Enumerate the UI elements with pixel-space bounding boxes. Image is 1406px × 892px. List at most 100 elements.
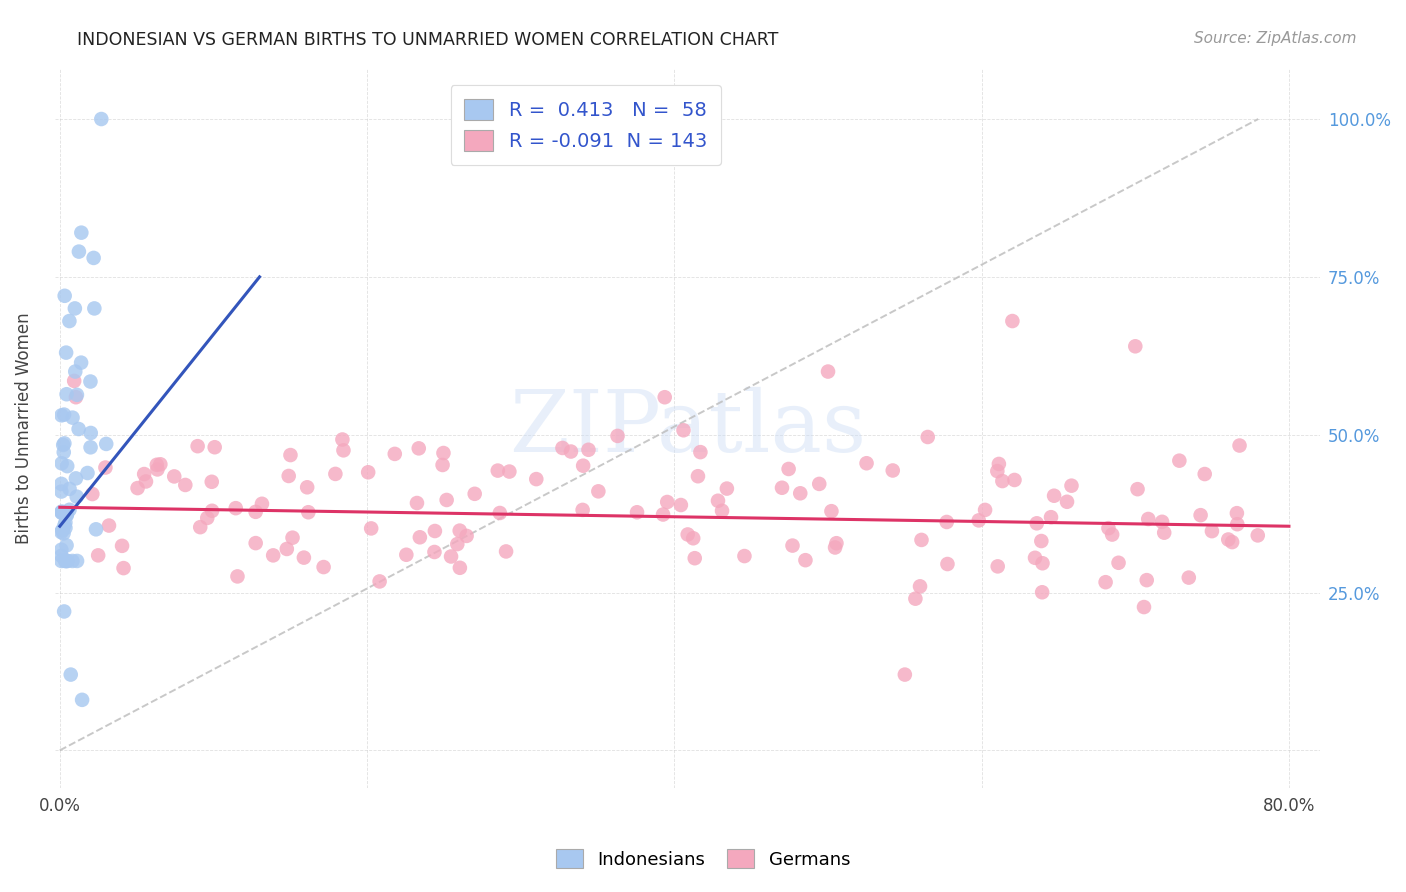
Point: [1189, 508, 1212, 523]
Point: [1001, 314, 1024, 328]
Text: ZIPatlas: ZIPatlas: [509, 387, 866, 470]
Point: [55, 538, 77, 552]
Point: [1194, 467, 1216, 481]
Point: [1168, 453, 1191, 467]
Point: [292, 550, 315, 565]
Point: [409, 530, 432, 544]
Point: [1133, 600, 1156, 615]
Point: [689, 445, 711, 459]
Point: [808, 476, 831, 491]
Point: [495, 544, 517, 558]
Point: [55, 521, 77, 535]
Point: [1056, 495, 1078, 509]
Point: [606, 429, 628, 443]
Point: [51, 549, 73, 563]
Point: [683, 551, 706, 566]
Point: [770, 481, 793, 495]
Point: [201, 475, 224, 489]
Point: [894, 667, 917, 681]
Point: [1025, 516, 1047, 531]
Point: [84, 522, 107, 536]
Point: [79, 375, 101, 389]
Point: [204, 440, 226, 454]
Point: [446, 537, 468, 551]
Point: [163, 469, 186, 483]
Point: [58, 314, 80, 328]
Point: [51, 524, 73, 538]
Point: [55, 387, 77, 401]
Point: [51, 554, 73, 568]
Point: [1004, 473, 1026, 487]
Point: [58, 502, 80, 516]
Point: [146, 458, 169, 472]
Point: [58, 482, 80, 496]
Point: [357, 465, 380, 479]
Point: [1153, 525, 1175, 540]
Point: [53, 554, 76, 568]
Point: [449, 561, 471, 575]
Legend: R =  0.413   N =  58, R = -0.091  N = 143: R = 0.413 N = 58, R = -0.091 N = 143: [450, 86, 721, 165]
Point: [1226, 506, 1249, 520]
Point: [588, 484, 610, 499]
Point: [1178, 571, 1201, 585]
Point: [551, 441, 574, 455]
Point: [682, 531, 704, 545]
Point: [572, 458, 595, 473]
Point: [56, 554, 79, 568]
Text: INDONESIAN VS GERMAN BIRTHS TO UNMARRIED WOMEN CORRELATION CHART: INDONESIAN VS GERMAN BIRTHS TO UNMARRIED…: [77, 31, 779, 49]
Point: [778, 462, 800, 476]
Point: [1031, 556, 1053, 570]
Point: [368, 574, 391, 589]
Point: [262, 549, 284, 563]
Point: [65, 390, 87, 404]
Point: [560, 444, 582, 458]
Point: [855, 456, 877, 470]
Point: [53, 604, 76, 618]
Point: [67, 422, 90, 436]
Point: [384, 447, 406, 461]
Point: [135, 475, 157, 489]
Point: [62, 554, 84, 568]
Point: [59, 667, 82, 681]
Point: [789, 486, 811, 500]
Point: [70, 693, 93, 707]
Point: [66, 388, 89, 402]
Point: [53, 436, 76, 450]
Point: [201, 504, 224, 518]
Point: [62, 410, 84, 425]
Point: [395, 548, 418, 562]
Point: [657, 495, 679, 509]
Point: [524, 472, 547, 486]
Point: [711, 504, 734, 518]
Point: [51, 505, 73, 519]
Point: [406, 496, 429, 510]
Point: [449, 524, 471, 538]
Point: [825, 536, 848, 550]
Point: [245, 536, 267, 550]
Point: [250, 497, 273, 511]
Point: [53, 408, 76, 422]
Y-axis label: Births to Unmarried Women: Births to Unmarried Women: [15, 312, 32, 544]
Point: [53, 518, 76, 533]
Point: [882, 463, 904, 477]
Point: [1097, 521, 1119, 535]
Point: [910, 533, 932, 547]
Point: [486, 464, 509, 478]
Point: [1247, 528, 1270, 542]
Point: [277, 469, 299, 483]
Point: [63, 301, 86, 316]
Point: [432, 446, 454, 460]
Point: [917, 430, 939, 444]
Point: [52, 438, 75, 452]
Point: [669, 498, 692, 512]
Point: [70, 356, 93, 370]
Point: [626, 505, 648, 519]
Point: [1220, 535, 1243, 549]
Point: [991, 474, 1014, 488]
Point: [67, 244, 90, 259]
Point: [56, 459, 79, 474]
Point: [51, 484, 73, 499]
Point: [65, 365, 87, 379]
Point: [195, 511, 218, 525]
Point: [686, 469, 709, 483]
